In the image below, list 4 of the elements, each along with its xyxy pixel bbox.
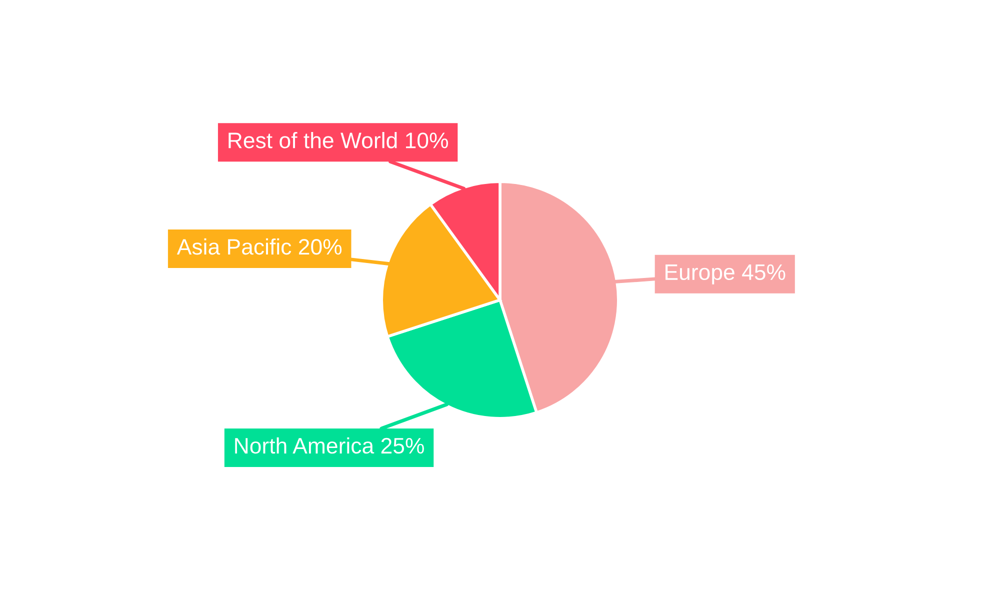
slice-label: Asia Pacific 20%	[176, 238, 342, 255]
slice-label: North America 25%	[235, 437, 424, 454]
slice-label: Rest of the World 10%	[228, 132, 448, 148]
slice-label: Europe 45%	[666, 264, 786, 284]
